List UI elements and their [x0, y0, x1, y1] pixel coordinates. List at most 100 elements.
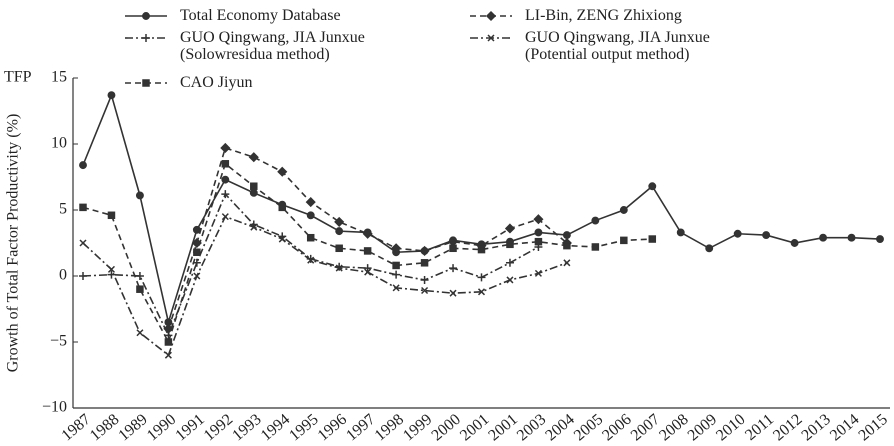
- marker: [477, 288, 486, 296]
- marker: [164, 351, 172, 359]
- x-tick-label: 2005: [571, 411, 606, 445]
- y-tick-label: 15: [51, 69, 67, 86]
- marker: [250, 182, 258, 190]
- marker: [505, 258, 514, 267]
- marker: [449, 264, 458, 273]
- x-tick-label: 2012: [770, 411, 805, 445]
- x-tick-label: 1989: [115, 411, 150, 445]
- marker: [534, 269, 542, 277]
- marker: [307, 256, 315, 264]
- marker: [790, 239, 799, 247]
- marker: [248, 152, 259, 163]
- series-line: [82, 162, 653, 345]
- x-tick-label: 1998: [372, 411, 407, 445]
- marker: [392, 270, 401, 279]
- marker: [334, 216, 345, 227]
- marker: [363, 247, 372, 255]
- x-tick-label: 2000: [429, 411, 464, 445]
- marker: [306, 233, 315, 242]
- marker: [142, 12, 150, 20]
- marker: [392, 284, 400, 292]
- marker: [648, 182, 657, 191]
- marker: [619, 206, 628, 214]
- marker: [220, 142, 231, 154]
- y-tick-label: 10: [51, 135, 67, 152]
- marker: [533, 214, 544, 225]
- series-line: [82, 92, 881, 326]
- marker: [192, 225, 201, 234]
- marker: [364, 268, 372, 276]
- x-tick-label: 2004: [542, 411, 577, 445]
- x-tick-label: 1988: [87, 411, 122, 445]
- marker: [420, 275, 429, 284]
- x-tick-label: 2001: [485, 411, 520, 445]
- x-tick-label: 1991: [172, 411, 207, 445]
- marker: [419, 245, 430, 256]
- y-tick-label: 5: [59, 201, 67, 218]
- marker: [221, 190, 230, 199]
- legend-label: CAO Jiyun: [180, 74, 253, 91]
- marker: [335, 264, 343, 272]
- marker: [107, 91, 116, 100]
- marker: [485, 10, 497, 22]
- marker: [421, 286, 429, 295]
- x-tick-label: 1992: [201, 411, 236, 445]
- marker: [135, 272, 144, 280]
- x-tick-label: 2003: [514, 411, 549, 445]
- marker: [534, 228, 543, 237]
- marker: [221, 160, 230, 168]
- x-tick-label: 2001: [457, 411, 492, 445]
- x-tick-label: 1990: [144, 411, 179, 445]
- marker: [335, 244, 343, 253]
- marker: [487, 34, 495, 42]
- marker: [136, 285, 144, 293]
- marker: [391, 243, 402, 254]
- marker: [477, 245, 486, 254]
- marker: [79, 239, 87, 247]
- marker: [591, 243, 600, 251]
- marker: [193, 248, 201, 256]
- marker: [876, 235, 884, 243]
- x-tick-label: 2009: [685, 411, 720, 445]
- y-label-short: TFP: [4, 69, 32, 86]
- marker: [733, 229, 742, 238]
- marker: [620, 236, 628, 245]
- marker: [277, 166, 288, 177]
- marker: [142, 79, 150, 87]
- y-axis-label: Growth of Total Factor Productivity (%): [5, 114, 22, 373]
- series-line: [82, 192, 539, 338]
- marker: [847, 233, 856, 242]
- x-tick-label: 1996: [315, 411, 350, 445]
- marker: [648, 235, 657, 243]
- marker: [363, 264, 372, 273]
- marker: [249, 188, 258, 197]
- marker: [135, 191, 144, 200]
- marker: [278, 235, 286, 243]
- marker: [563, 241, 571, 250]
- x-tick-label: 1995: [286, 411, 321, 445]
- marker: [107, 211, 116, 220]
- marker: [762, 231, 771, 240]
- legend-label: GUO Qingwang, JIA Junxue (Potential outp…: [525, 29, 710, 63]
- marker: [136, 329, 144, 337]
- x-tick-label: 2010: [713, 411, 748, 445]
- legend-label: LI-Bin, ZENG Zhixiong: [525, 7, 682, 24]
- legend-label: GUO Qingwang, JIA Junxue (Solowresidua m…: [180, 29, 365, 63]
- marker: [477, 273, 486, 282]
- marker: [221, 213, 229, 221]
- x-tick-label: 2006: [599, 411, 634, 445]
- x-tick-label: 2007: [628, 411, 663, 445]
- marker: [250, 223, 258, 231]
- marker: [506, 276, 514, 284]
- marker: [193, 272, 201, 280]
- series-line: [82, 215, 568, 357]
- marker: [79, 161, 87, 170]
- y-tick-label: −5: [50, 333, 67, 350]
- x-tick-label: 2015: [855, 411, 890, 445]
- marker: [591, 216, 600, 225]
- marker: [335, 227, 344, 236]
- marker: [562, 231, 571, 240]
- marker: [79, 272, 87, 280]
